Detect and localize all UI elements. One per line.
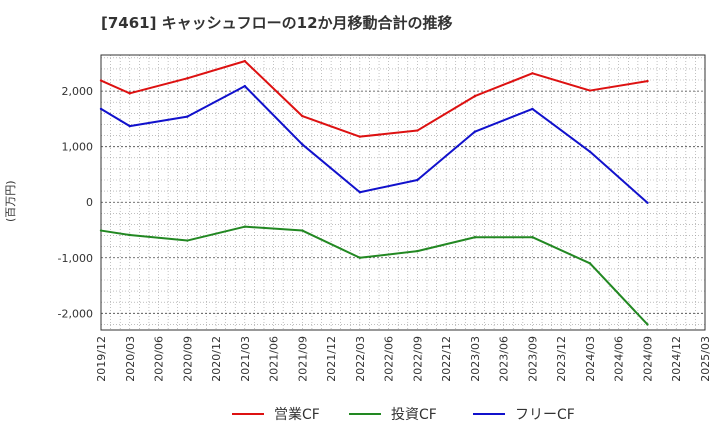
x-tick-label: 2021/12	[325, 336, 338, 382]
data-point	[186, 77, 189, 80]
x-tick-label: 2021/03	[239, 336, 252, 382]
x-tick-label: 2024/09	[641, 336, 654, 382]
data-point	[531, 107, 534, 111]
data-point	[301, 114, 304, 118]
plot-area-border	[100, 54, 706, 331]
data-point	[416, 249, 419, 253]
data-point	[128, 233, 131, 237]
x-tick-labels: 2019/12 2020/03 2020/06 2020/09 2020/12 2021/…	[95, 336, 712, 382]
data-point	[358, 191, 362, 194]
x-tick-label: 2023/06	[498, 336, 511, 382]
data-point	[358, 256, 362, 259]
legend: 営業CF 投資CF フリーCF	[232, 407, 575, 423]
x-tick-label: 2021/06	[268, 336, 281, 382]
x-tick-label: 2022/09	[411, 336, 424, 382]
x-tick-label: 2023/09	[526, 336, 539, 382]
data-point	[186, 239, 189, 242]
y-tick-labels: -2,000 -1,000 0 1,000 2,000	[58, 85, 93, 320]
data-point	[301, 143, 304, 146]
x-tick-label: 2020/03	[124, 336, 137, 382]
data-point	[646, 201, 649, 204]
series-line	[100, 60, 648, 138]
data-point	[99, 107, 103, 111]
legend-label: 営業CF	[274, 407, 320, 423]
data-point	[588, 150, 592, 153]
data-point	[99, 79, 103, 82]
y-tick-label: 1,000	[62, 141, 94, 154]
data-point	[416, 178, 419, 182]
data-point	[473, 236, 477, 239]
x-tick-label: 2025/03	[699, 336, 712, 382]
x-tick-label: 2024/03	[584, 336, 597, 382]
series-line	[100, 225, 649, 326]
chart-title: [7461] キャッシュフローの12か月移動合計の推移	[101, 14, 453, 32]
data-point	[416, 129, 419, 132]
data-point	[186, 115, 189, 118]
series-lines	[99, 59, 649, 326]
data-point	[473, 94, 477, 98]
data-point	[128, 124, 131, 128]
data-point	[99, 229, 103, 232]
data-point	[531, 236, 534, 239]
x-tick-label: 2020/09	[181, 336, 194, 382]
x-tick-label: 2022/06	[383, 336, 396, 382]
x-tick-label: 2024/06	[613, 336, 626, 382]
x-tick-label: 2024/12	[670, 336, 683, 382]
data-point	[243, 84, 247, 88]
data-point	[588, 89, 592, 92]
data-point	[646, 323, 649, 326]
legend-label: 投資CF	[391, 407, 437, 423]
data-point	[531, 72, 534, 75]
x-tick-label: 2021/09	[296, 336, 309, 382]
x-tick-label: 2022/03	[354, 336, 367, 382]
data-point	[243, 225, 247, 228]
y-tick-label: -2,000	[58, 307, 93, 320]
x-tick-label: 2019/12	[95, 336, 108, 382]
x-tick-label: 2020/12	[210, 336, 223, 382]
y-tick-label: 2,000	[62, 85, 94, 98]
data-point	[646, 79, 649, 83]
x-tick-label: 2022/12	[440, 336, 453, 382]
data-point	[243, 59, 247, 63]
data-point	[128, 92, 131, 95]
y-tick-label: -1,000	[58, 252, 93, 265]
data-point	[301, 229, 304, 232]
data-point	[588, 262, 592, 265]
data-point	[473, 130, 477, 133]
x-tick-label: 2020/06	[153, 336, 166, 382]
x-tick-label: 2023/12	[555, 336, 568, 382]
series-line	[100, 85, 649, 204]
legend-label: フリーCF	[515, 407, 575, 423]
x-tick-label: 2023/03	[469, 336, 482, 382]
y-tick-label: 0	[86, 196, 93, 209]
data-point	[358, 135, 362, 138]
